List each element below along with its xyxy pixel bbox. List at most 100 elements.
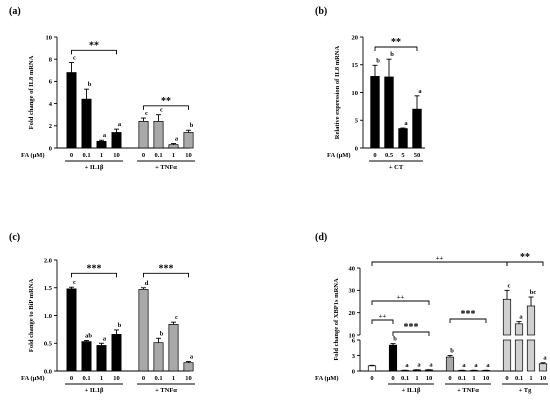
x-tick-label: 10 — [185, 152, 192, 159]
significance-letter: a — [103, 132, 107, 139]
bar-lower — [526, 339, 536, 372]
panel-label: (a) — [9, 6, 21, 17]
y-tick-label: 10 — [46, 34, 53, 41]
bracket-label: *** — [87, 263, 102, 274]
bar — [388, 344, 398, 372]
bar — [81, 98, 92, 149]
significance-letter: b — [390, 51, 394, 58]
x-tick-label: 0.1 — [154, 375, 162, 382]
bar-lower — [502, 339, 512, 372]
fa-label: FA (μM) — [21, 152, 45, 159]
y-tick-label: 0 — [355, 145, 358, 152]
x-tick-label: 10 — [540, 375, 547, 382]
x-tick-label: 0.1 — [154, 152, 162, 159]
bar — [370, 76, 380, 149]
y-axis-label: Relative expression of IL8 mRNA — [334, 45, 341, 139]
group-label: + TNFα — [457, 387, 479, 394]
bar — [526, 305, 536, 336]
bar — [367, 365, 377, 372]
panel-1: (b) 0 5 10 15 20 Relative expression of IL8 mR… — [315, 6, 425, 171]
panel-label: (b) — [315, 6, 327, 17]
significance-bracket — [71, 272, 117, 278]
significance-letter: a — [190, 354, 194, 361]
bar — [168, 144, 179, 149]
fa-label: FA (μM) — [315, 375, 339, 382]
significance-letter: b — [450, 348, 454, 355]
y-tick-label: 6 — [49, 79, 53, 86]
significance-bracket — [371, 300, 430, 305]
significance-letter: a — [474, 362, 478, 369]
significance-letter: a — [103, 335, 107, 342]
y-tick-label: 0.0 — [44, 368, 52, 375]
x-tick-label: 0.1 — [458, 375, 466, 382]
x-tick-label: 0.1 — [515, 375, 523, 382]
panel-label: (d) — [315, 232, 327, 243]
y-tick-label: 4 — [49, 101, 53, 108]
group-label: + IL1β — [85, 387, 104, 394]
bar — [96, 345, 107, 372]
bar — [153, 342, 164, 372]
x-tick-label: 0.1 — [82, 375, 90, 382]
bar — [168, 324, 179, 372]
bracket-label: ++ — [397, 294, 405, 301]
x-tick-label: 10 — [113, 375, 120, 382]
significance-letter: a — [486, 362, 490, 369]
significance-bracket — [143, 272, 189, 278]
significance-bracket — [371, 319, 394, 324]
significance-letter: a — [118, 121, 122, 128]
x-tick-label: 0 — [142, 375, 145, 382]
y-axis-label: Fold change to BiP mRNA — [28, 279, 35, 353]
x-tick-label: 0.1 — [401, 375, 409, 382]
y-tick-label: 10 — [349, 332, 356, 339]
significance-letter: a — [462, 362, 466, 369]
significance-letter: b — [376, 57, 380, 64]
bracket-label: ++ — [436, 255, 444, 262]
x-tick-label: 1 — [172, 152, 175, 159]
significance-letter: a — [405, 362, 409, 369]
significance-letter: a — [418, 88, 422, 95]
fa-label: FA (μM) — [327, 152, 351, 159]
x-tick-label: 0.1 — [82, 152, 90, 159]
x-tick-label: 10 — [483, 375, 490, 382]
bracket-label: ** — [161, 96, 171, 107]
bar — [138, 121, 149, 149]
y-tick-label: 3 — [352, 353, 356, 360]
y-tick-label: 40 — [349, 265, 356, 272]
bar — [183, 132, 194, 149]
x-tick-label: 1 — [100, 375, 103, 382]
significance-letter: d — [145, 280, 149, 287]
significance-letter: c — [175, 314, 178, 321]
y-tick-label: 0.5 — [44, 341, 53, 348]
x-tick-label: 10 — [185, 375, 192, 382]
y-tick-label: 30 — [349, 288, 356, 295]
bar — [66, 288, 77, 372]
significance-letter: ab — [85, 332, 92, 339]
significance-letter: a — [429, 362, 433, 369]
bracket-label: *** — [404, 322, 419, 333]
bar — [111, 334, 122, 372]
significance-letter: c — [160, 107, 163, 114]
panel-2: (c) 0.0 0.5 1.0 1.5 2.0 Fold change to BiP mRN… — [9, 232, 195, 394]
x-tick-label: 0 — [70, 375, 73, 382]
significance-letter: a — [175, 136, 179, 143]
group-label: + IL1β — [402, 387, 421, 394]
bracket-label: ** — [89, 40, 99, 51]
y-tick-label: 20 — [352, 34, 359, 41]
x-tick-label: 0 — [505, 375, 508, 382]
x-tick-label: 1 — [472, 375, 475, 382]
bar — [384, 76, 394, 149]
y-tick-label: 0 — [352, 368, 355, 375]
significance-bracket — [506, 261, 544, 266]
bar — [502, 298, 512, 336]
significance-letter: a — [543, 355, 547, 362]
group-label: + TNFα — [155, 387, 177, 394]
x-tick-label: 1 — [172, 375, 175, 382]
group-label: + TNFα — [155, 164, 177, 171]
bar — [398, 128, 408, 149]
y-tick-label: 6 — [352, 337, 356, 344]
bracket-label: ** — [520, 252, 530, 263]
x-tick-label: 10 — [113, 152, 120, 159]
x-tick-label: 10 — [426, 375, 433, 382]
x-tick-label: 50 — [414, 152, 421, 159]
